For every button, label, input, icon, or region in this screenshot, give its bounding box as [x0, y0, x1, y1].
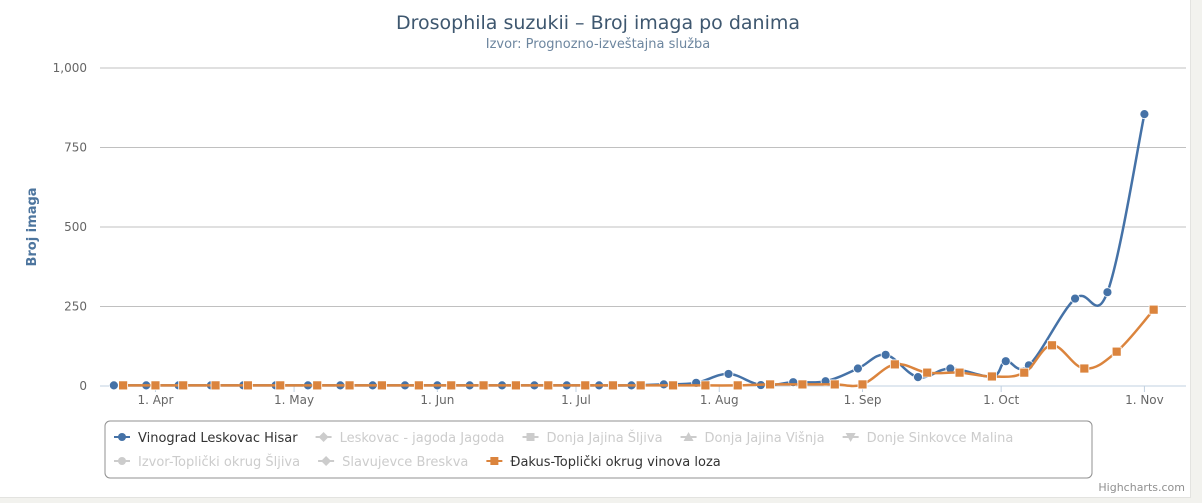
data-point[interactable]: [210, 380, 221, 391]
series-0[interactable]: [108, 109, 1150, 391]
legend-box: [104, 420, 1093, 479]
legend-item-1[interactable]: Leskovac - jagoda Jagoda: [315, 431, 505, 446]
data-point[interactable]: [1000, 356, 1011, 367]
legend-symbol-circle: [118, 433, 126, 441]
data-point[interactable]: [1139, 109, 1150, 120]
data-point[interactable]: [344, 380, 355, 391]
data-point[interactable]: [829, 379, 840, 390]
data-point[interactable]: [312, 380, 323, 391]
x-axis-ticks: 1. Apr 1. May 1. Jun 1. Jul 1. Aug 1. Sep 1. O…: [137, 386, 1164, 407]
legend: Vinograd Leskovac Hisar Leskovac - jagoda…: [104, 420, 1093, 479]
x-tick-label: 1. Aug: [700, 393, 739, 407]
chart-svg: Drosophila suzukii – Broj imaga po danim…: [25, 12, 1186, 494]
data-point[interactable]: [608, 380, 618, 391]
x-tick-label: 1. Nov: [1125, 393, 1164, 407]
data-point[interactable]: [543, 380, 554, 391]
legend-label: Izvor-Toplički okrug Šljiva: [138, 454, 300, 470]
data-point[interactable]: [913, 372, 923, 382]
data-point[interactable]: [178, 380, 189, 391]
data-point[interactable]: [413, 380, 424, 391]
legend-label: Donja Jajina Šljiva: [547, 430, 663, 446]
data-point[interactable]: [723, 369, 734, 379]
data-point[interactable]: [376, 380, 387, 391]
data-point[interactable]: [1102, 287, 1113, 298]
legend-symbol-triangle: [683, 432, 694, 441]
legend-symbol-triangle-down: [845, 433, 856, 442]
y-tick-label: 500: [64, 220, 87, 234]
x-tick-label: 1. Apr: [137, 393, 173, 407]
data-point[interactable]: [889, 359, 900, 370]
legend-symbol-square: [490, 457, 499, 465]
data-point[interactable]: [446, 380, 457, 391]
legend-item-2[interactable]: Donja Jajina Šljiva: [522, 430, 663, 446]
legend-item-4[interactable]: Donje Sinkovce Malina: [842, 431, 1014, 446]
legend-symbol-circle: [118, 457, 126, 465]
x-tick-label: 1. Jun: [420, 393, 454, 407]
data-point[interactable]: [1148, 304, 1159, 315]
data-point[interactable]: [1019, 367, 1030, 378]
legend-item-6[interactable]: Slavujevce Breskva: [318, 455, 468, 470]
plot-area: [108, 109, 1159, 391]
data-point[interactable]: [852, 363, 863, 374]
grid-lines: [100, 67, 1186, 387]
legend-label: Slavujevce Breskva: [342, 455, 468, 470]
y-axis-ticks: 0 250 500 750 1,000: [53, 61, 87, 393]
data-point[interactable]: [1079, 363, 1090, 374]
data-point[interactable]: [732, 380, 743, 391]
legend-item-7[interactable]: Đakus-Toplički okrug vinova loza: [486, 455, 721, 470]
x-tick-label: 1. Jul: [561, 393, 591, 407]
data-point[interactable]: [668, 380, 678, 391]
data-point[interactable]: [797, 379, 808, 390]
legend-label: Donja Jajina Višnja: [705, 431, 825, 446]
legend-symbol-diamond: [321, 456, 332, 466]
data-point[interactable]: [765, 379, 775, 390]
legend-item-5[interactable]: Izvor-Toplički okrug Šljiva: [114, 454, 300, 470]
legend-label: Đakus-Toplički okrug vinova loza: [510, 455, 720, 470]
data-point[interactable]: [857, 379, 868, 390]
legend-label: Leskovac - jagoda Jagoda: [340, 431, 505, 446]
y-tick-label: 750: [64, 141, 87, 155]
data-point[interactable]: [478, 380, 489, 391]
x-tick-label: 1. May: [274, 393, 314, 407]
y-axis-title: Broj imaga: [25, 187, 40, 266]
legend-label: Vinograd Leskovac Hisar: [138, 431, 298, 446]
series-line: [123, 308, 1155, 388]
y-tick-label: 0: [79, 379, 87, 393]
data-point[interactable]: [700, 380, 711, 391]
series-7[interactable]: [118, 304, 1159, 391]
y-tick-label: 250: [64, 300, 87, 314]
data-point[interactable]: [242, 380, 253, 391]
data-point[interactable]: [511, 380, 521, 391]
credits-link[interactable]: Highcharts.com: [1098, 481, 1185, 494]
data-point[interactable]: [275, 380, 286, 391]
chart-subtitle: Izvor: Prognozno-izveštajna služba: [486, 37, 711, 52]
legend-symbol-square: [526, 433, 535, 441]
y-tick-label: 1,000: [53, 61, 87, 75]
data-point[interactable]: [118, 380, 129, 391]
data-point[interactable]: [1070, 293, 1080, 304]
series-line: [113, 113, 1146, 387]
data-point[interactable]: [880, 349, 891, 360]
data-point[interactable]: [954, 367, 965, 378]
data-point[interactable]: [922, 367, 933, 378]
data-point[interactable]: [635, 380, 646, 391]
data-point[interactable]: [1111, 346, 1122, 357]
data-point[interactable]: [1047, 340, 1057, 351]
legend-item-3[interactable]: Donja Jajina Višnja: [680, 431, 825, 446]
data-point[interactable]: [580, 380, 591, 391]
x-tick-label: 1. Oct: [983, 393, 1019, 407]
chart-title: Drosophila suzukii – Broj imaga po danim…: [396, 12, 800, 34]
x-tick-label: 1. Sep: [844, 393, 882, 407]
data-point[interactable]: [150, 380, 161, 391]
data-point[interactable]: [108, 380, 119, 391]
legend-symbol-diamond: [318, 432, 329, 442]
data-point[interactable]: [987, 371, 997, 382]
legend-label: Donje Sinkovce Malina: [867, 431, 1014, 446]
legend-item-0[interactable]: Vinograd Leskovac Hisar: [114, 431, 298, 446]
